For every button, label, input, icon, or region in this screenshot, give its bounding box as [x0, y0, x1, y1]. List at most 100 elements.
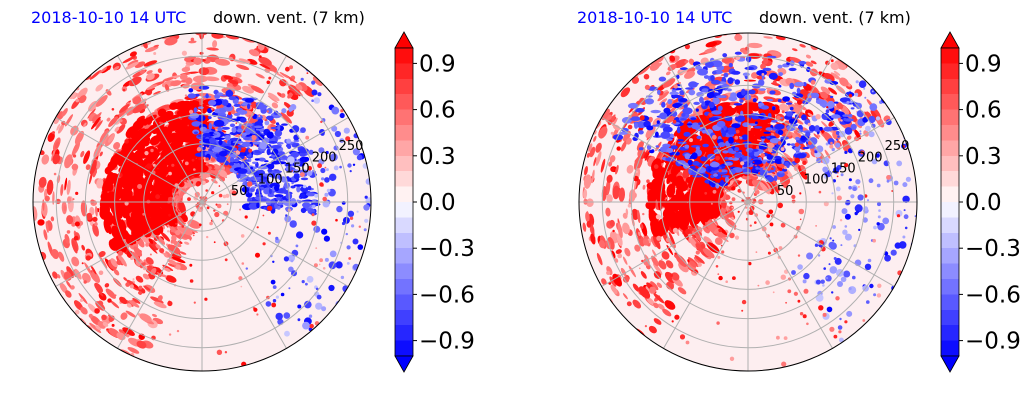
data-cell: [192, 234, 195, 237]
data-cell: [129, 51, 137, 57]
data-cell: [222, 194, 227, 199]
data-cell: [138, 285, 143, 290]
data-cell: [756, 70, 767, 76]
data-cell: [748, 89, 756, 95]
colorbar-tick-label: −0.3: [965, 236, 1021, 262]
data-cell: [825, 109, 830, 114]
data-cell: [118, 358, 130, 365]
data-cell: [193, 107, 198, 113]
data-cell: [44, 195, 50, 202]
data-cell: [905, 176, 911, 182]
data-cell: [24, 199, 31, 215]
data-cell: [732, 155, 735, 159]
data-cell: [157, 108, 167, 118]
data-cell: [96, 178, 104, 189]
data-cell: [181, 50, 187, 56]
data-cell: [159, 248, 165, 254]
data-cell: [266, 131, 274, 139]
data-cell: [657, 89, 661, 95]
data-cell: [711, 110, 722, 115]
data-cell: [724, 156, 729, 160]
data-cell: [157, 157, 170, 170]
data-cell: [339, 165, 342, 169]
data-cell: [262, 214, 265, 217]
data-cell: [704, 191, 708, 195]
data-cell: [729, 356, 735, 361]
data-cell: [572, 209, 575, 220]
data-cell: [826, 106, 829, 109]
data-cell: [126, 303, 132, 308]
data-cell: [335, 261, 343, 269]
data-cell: [805, 131, 811, 137]
data-cell: [748, 261, 752, 266]
data-cell: [194, 152, 205, 157]
data-cell: [59, 282, 68, 294]
colorbar-extend-top: [940, 31, 960, 49]
data-cell: [92, 223, 99, 237]
data-cell: [33, 254, 37, 265]
data-cell: [765, 280, 770, 285]
data-cell: [328, 261, 337, 270]
data-cell: [352, 163, 356, 166]
data-cell: [765, 176, 775, 183]
data-cell: [98, 270, 104, 276]
data-cell: [187, 93, 197, 99]
data-cell: [51, 248, 60, 260]
data-cell: [718, 275, 723, 281]
data-cell: [218, 139, 223, 146]
data-cell: [85, 164, 91, 170]
data-cell: [71, 256, 80, 267]
data-cell: [77, 87, 88, 99]
data-cell: [283, 256, 289, 262]
data-cell: [884, 254, 891, 262]
data-cell: [325, 150, 329, 155]
data-cell: [788, 67, 797, 72]
data-cell: [216, 92, 224, 96]
data-cell: [848, 178, 852, 182]
data-cell: [715, 155, 720, 161]
data-cell: [241, 262, 245, 265]
data-cell: [255, 193, 263, 197]
data-cell: [300, 193, 306, 198]
data-cell: [843, 117, 847, 121]
data-cell: [306, 72, 309, 74]
data-cell: [686, 123, 693, 126]
data-cell: [241, 186, 250, 193]
title-variable: down. vent. (7 km): [213, 8, 365, 27]
data-cell: [230, 143, 239, 146]
data-cell: [820, 39, 825, 43]
data-cell: [122, 203, 132, 211]
data-cell: [233, 103, 241, 107]
data-cell: [142, 273, 150, 280]
data-cell: [283, 201, 293, 207]
data-cell: [133, 139, 143, 148]
data-cell: [225, 193, 230, 198]
data-cell: [329, 250, 337, 258]
data-cell: [716, 321, 720, 325]
data-cell: [731, 186, 736, 191]
data-cell: [758, 88, 766, 91]
data-cell: [209, 173, 217, 179]
data-cell: [315, 287, 319, 291]
data-cell: [52, 271, 58, 279]
data-cell: [741, 299, 747, 305]
data-cell: [72, 79, 78, 85]
data-cell: [189, 238, 192, 241]
data-cell: [71, 222, 76, 227]
data-cell: [57, 274, 61, 279]
data-cell: [155, 194, 161, 200]
data-cell: [139, 69, 146, 74]
data-cell: [572, 232, 578, 246]
data-cell: [769, 90, 776, 95]
data-cell: [713, 24, 723, 29]
data-cell: [734, 135, 739, 140]
range-tick-label: 50: [231, 184, 248, 199]
data-cell: [734, 235, 740, 240]
data-cell: [650, 109, 661, 114]
azimuth-spoke: [201, 117, 349, 203]
data-cell: [202, 145, 205, 148]
data-cell: [307, 170, 313, 176]
data-cell: [256, 226, 259, 229]
data-cell: [348, 290, 352, 294]
data-cell: [63, 205, 67, 212]
